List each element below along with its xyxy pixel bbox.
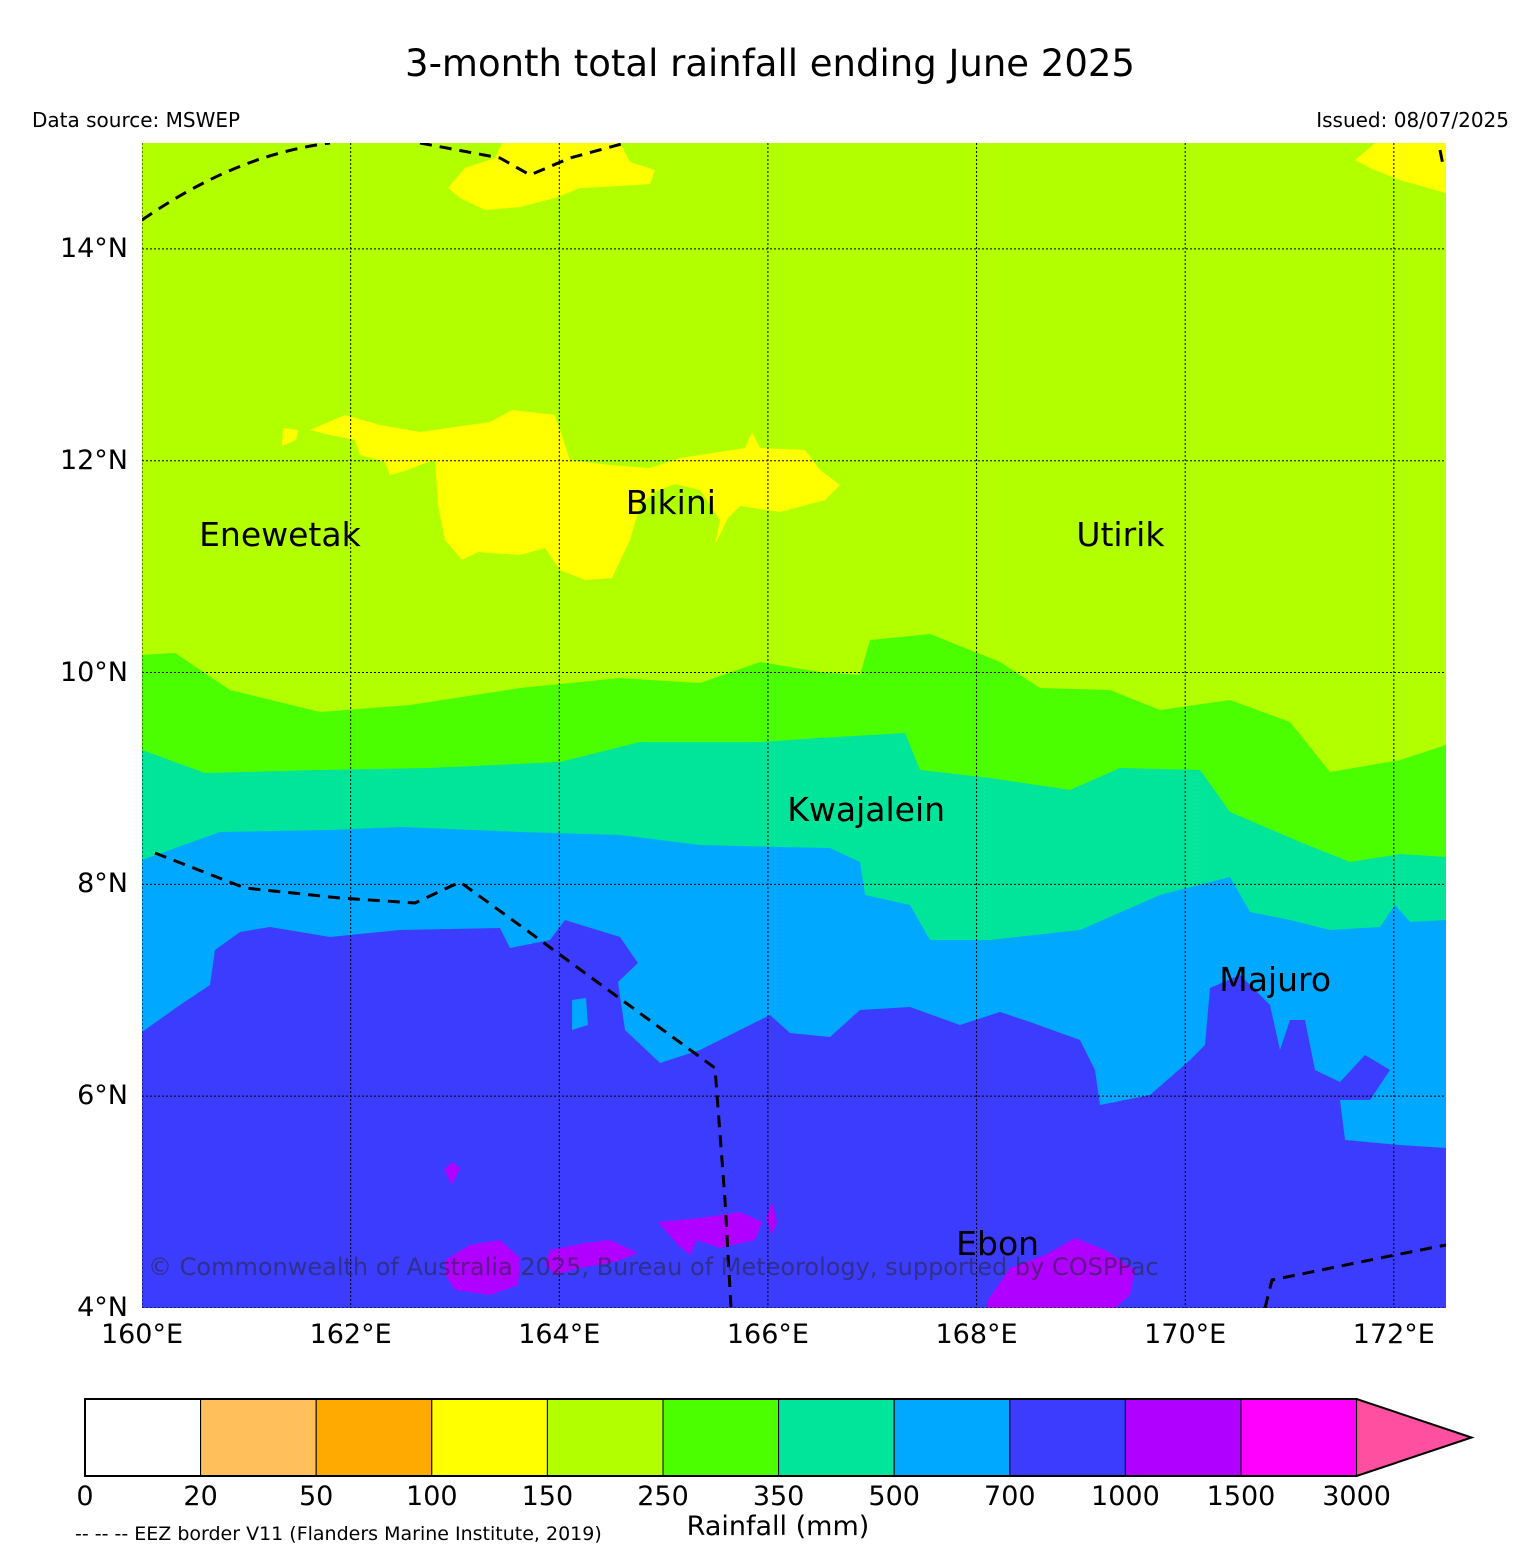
colorbar-tick-label: 700 — [984, 1481, 1036, 1512]
zone-700-1000 — [142, 920, 1446, 1308]
colorbar-frame — [84, 1398, 1475, 1477]
colorbar-swatch — [315, 1398, 433, 1477]
colorbar-tick-label: 1500 — [1206, 1481, 1276, 1512]
longitude-tick-label: 160°E — [100, 1319, 184, 1350]
issued-date-label: Issued: 08/07/2025 — [1316, 108, 1509, 132]
eez-border-note: -- -- -- EEZ border V11 (Flanders Marine… — [75, 1523, 602, 1545]
colorbar-tick-label: 250 — [637, 1481, 689, 1512]
zone-100-150-patch — [282, 428, 298, 446]
longitude-tick-label: 162°E — [309, 1319, 392, 1350]
colorbar-swatch — [1124, 1398, 1242, 1477]
colorbar-tick-label: 1000 — [1091, 1481, 1160, 1512]
colorbar-extend-arrow — [1356, 1398, 1474, 1477]
colorbar-tick-label: 0 — [76, 1481, 94, 1512]
colorbar-tick-label: 350 — [752, 1481, 805, 1512]
colorbar-swatch — [893, 1398, 1011, 1477]
data-source-label: Data source: MSWEP — [32, 108, 241, 132]
longitude-tick-label: 168°E — [935, 1319, 1018, 1350]
zone-500-700-patch — [158, 978, 180, 998]
zone-1000-1500 — [545, 1240, 638, 1275]
colorbar-swatch — [84, 1398, 202, 1477]
colorbar-tick-label: 150 — [521, 1481, 574, 1512]
colorbar-swatch — [200, 1398, 317, 1477]
colorbar-tick-label: 20 — [183, 1481, 218, 1512]
latitude-tick-label: 6°N — [77, 1080, 128, 1112]
eez-border — [142, 143, 1446, 1308]
colorbar-tick-label: 3000 — [1322, 1481, 1391, 1512]
place-label: Ebon — [956, 1224, 1040, 1264]
colorbar-tick-label: 500 — [868, 1481, 920, 1512]
zone-1000-1500 — [445, 1240, 520, 1295]
zone-500-700-patch — [572, 998, 588, 1030]
zone-1000-1500 — [988, 1238, 1135, 1308]
colorbar — [84, 1398, 1475, 1477]
map-grid — [142, 143, 1446, 1308]
zone-100-150-patch — [1355, 143, 1446, 193]
zone-100-150 — [310, 410, 840, 580]
rainfall-zones — [142, 143, 1446, 1308]
colorbar-swatch — [431, 1398, 548, 1477]
place-label: Majuro — [1219, 959, 1332, 999]
latitude-tick-label: 10°N — [59, 656, 128, 688]
colorbar-label: Rainfall (mm) — [686, 1511, 870, 1542]
place-label: Bikini — [625, 483, 716, 523]
latitude-tick-label: 14°N — [59, 232, 128, 264]
chart-title: 3-month total rainfall ending June 2025 — [405, 42, 1135, 85]
colorbar-swatch — [662, 1398, 780, 1477]
zone-1000-1500 — [658, 1212, 762, 1255]
colorbar-swatch — [546, 1398, 664, 1477]
latitude-tick-label: 8°N — [77, 868, 128, 900]
colorbar-swatch — [1009, 1398, 1126, 1477]
longitude-tick-label: 166°E — [726, 1319, 809, 1350]
latitude-tick-label: 12°N — [59, 444, 128, 476]
longitude-tick-label: 170°E — [1144, 1319, 1227, 1350]
place-label: Kwajalein — [787, 790, 946, 830]
place-label: Enewetak — [199, 514, 361, 554]
colorbar-tick-label: 50 — [299, 1481, 334, 1512]
zone-100-150-patch — [448, 143, 655, 210]
longitude-tick-label: 164°E — [518, 1319, 601, 1350]
longitude-tick-label: 172°E — [1352, 1319, 1435, 1350]
place-label: Utirik — [1076, 514, 1165, 554]
colorbar-swatch — [1240, 1398, 1358, 1477]
colorbar-tick-label: 100 — [406, 1481, 458, 1512]
zone-1000-1500 — [766, 1202, 777, 1235]
latitude-tick-label: 4°N — [77, 1292, 128, 1323]
zone-1000-1500 — [444, 1162, 460, 1185]
colorbar-swatch — [778, 1398, 895, 1477]
copyright-notice: © Commonwealth of Australia 2025, Bureau… — [148, 1253, 1159, 1281]
